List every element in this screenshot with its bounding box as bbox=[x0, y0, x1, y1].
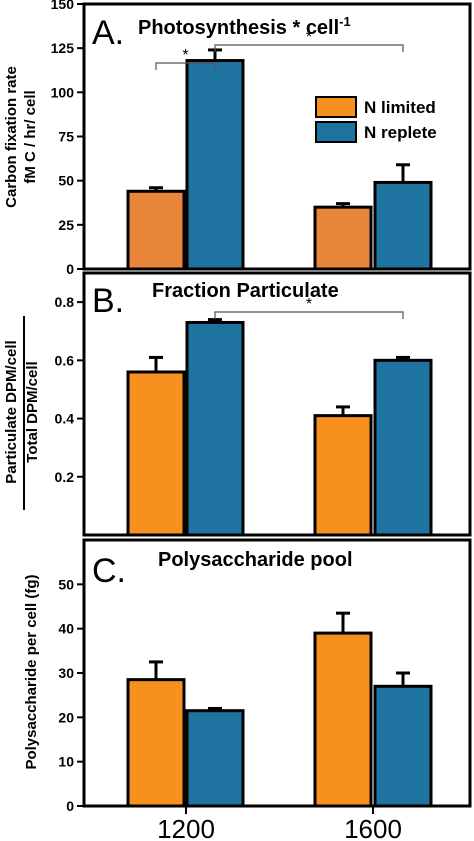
panel-b-bar-1-1 bbox=[375, 360, 431, 535]
panel-a-bar-0-1 bbox=[315, 207, 371, 269]
panel-b-sig-star-0: * bbox=[306, 296, 312, 313]
panel-b-bar-1-0 bbox=[187, 322, 243, 535]
panel-c-ytick-label-2: 20 bbox=[58, 709, 74, 725]
legend-swatch-n-limited bbox=[316, 97, 356, 117]
panel-c-ytick-label-3: 30 bbox=[58, 665, 74, 681]
panel-c-bar-0-0 bbox=[128, 680, 184, 806]
panel-c-bar-1-1 bbox=[375, 686, 431, 806]
panel-b-sig-bracket-0 bbox=[215, 312, 403, 319]
panel-a-letter: A. bbox=[92, 14, 124, 52]
x-label-1200: 1200 bbox=[157, 814, 215, 841]
x-axis: 1200 1600 bbox=[157, 806, 402, 841]
panel-c-title: Polysaccharide pool bbox=[158, 549, 353, 571]
panel-a-y-ticks: 0 25 50 75 100 125 150 bbox=[51, 0, 84, 277]
panel-a-sig-star-1: * bbox=[306, 29, 312, 46]
panel-b: B. Fraction Particulate Particulate DPM/… bbox=[3, 273, 470, 535]
panel-c: C. Polysaccharide pool Polysaccharide pe… bbox=[23, 540, 470, 814]
panel-b-ytick-label-2: 0.6 bbox=[55, 352, 75, 368]
panel-b-ylabel-line2: Total DPM/cell bbox=[24, 361, 41, 462]
panel-c-ytick-label-1: 10 bbox=[58, 754, 74, 770]
panel-a-bar-1-1 bbox=[375, 182, 431, 269]
panel-a-title: Photosynthesis * cell-1 bbox=[138, 14, 351, 39]
x-label-1600: 1600 bbox=[344, 814, 402, 841]
panel-b-ylabel-line1: Particulate DPM/cell bbox=[3, 340, 20, 483]
panel-a-ytick-label-0: 0 bbox=[66, 261, 74, 277]
panel-a: A. Photosynthesis * cell-1 Carbon fixati… bbox=[3, 0, 470, 277]
panel-c-y-ticks: 0 10 20 30 40 50 bbox=[58, 576, 84, 814]
panel-a-ytick-label-6: 150 bbox=[51, 0, 75, 12]
panel-a-ylabel-line1: Carbon fixation rate bbox=[3, 66, 20, 208]
panel-a-bars bbox=[128, 50, 431, 269]
panel-b-ytick-label-3: 0.8 bbox=[55, 294, 75, 310]
panel-b-y-ticks: 0.2 0.4 0.6 0.8 bbox=[55, 294, 84, 485]
panel-c-bars bbox=[128, 613, 431, 806]
panel-a-ytick-label-4: 100 bbox=[51, 84, 75, 100]
panel-a-ytick-label-2: 50 bbox=[58, 173, 74, 189]
panel-a-ytick-label-5: 125 bbox=[51, 40, 75, 56]
panel-b-bar-0-0 bbox=[128, 372, 184, 535]
panel-b-bars bbox=[128, 320, 431, 535]
panel-c-bar-0-1 bbox=[315, 633, 371, 806]
panel-a-sig-bracket-1 bbox=[215, 45, 403, 52]
panel-a-ytick-label-1: 25 bbox=[58, 217, 74, 233]
panel-a-title-sup: -1 bbox=[339, 14, 351, 29]
panel-c-bar-1-0 bbox=[187, 711, 243, 806]
legend-label-n-replete: N replete bbox=[364, 123, 437, 142]
panel-a-bar-1-0 bbox=[187, 61, 243, 269]
panel-c-ytick-label-0: 0 bbox=[66, 798, 74, 814]
panel-c-ytick-label-5: 50 bbox=[58, 576, 74, 592]
legend-label-n-limited: N limited bbox=[364, 98, 436, 117]
panel-a-bar-0-0 bbox=[128, 191, 184, 269]
legend: N limited N replete bbox=[316, 97, 437, 142]
legend-swatch-n-replete bbox=[316, 122, 356, 142]
panel-b-bar-0-1 bbox=[315, 416, 371, 535]
panel-a-sig-star-0: * bbox=[182, 47, 188, 64]
panel-b-ytick-label-1: 0.4 bbox=[55, 411, 75, 427]
panel-c-letter: C. bbox=[92, 552, 126, 590]
panel-c-ytick-label-4: 40 bbox=[58, 621, 74, 637]
panel-a-ytick-label-3: 75 bbox=[58, 129, 74, 145]
panel-b-ytick-label-0: 0.2 bbox=[55, 469, 75, 485]
panel-b-letter: B. bbox=[92, 282, 124, 320]
panel-c-ylabel: Polysaccharide per cell (fg) bbox=[23, 574, 40, 769]
panel-a-ylabel-line2: fM C / hr/ cell bbox=[22, 90, 39, 183]
